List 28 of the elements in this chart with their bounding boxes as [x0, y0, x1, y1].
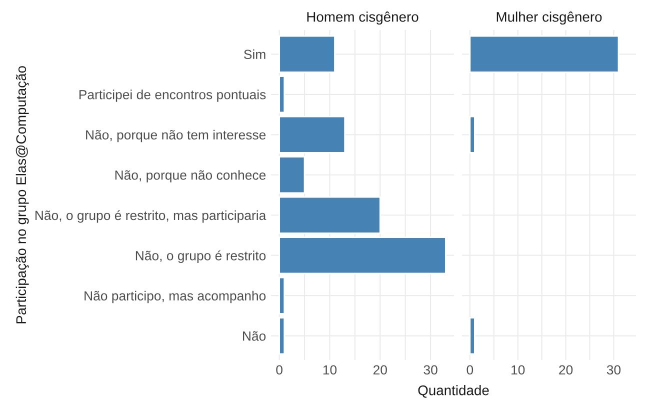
bar — [278, 236, 446, 274]
x-tick-label: 0 — [466, 365, 474, 375]
x-axis-title: Quantidade — [418, 385, 489, 398]
chart-title: Homem cisgênero — [307, 12, 418, 25]
y-tick-label: Não, o grupo é restrito, mas participaria — [36, 210, 266, 223]
y-tick-label: Não, porque não tem interesse — [86, 130, 266, 142]
x-tick-label: 20 — [373, 365, 387, 375]
bar — [278, 76, 286, 114]
x-tick-label: 0 — [276, 365, 282, 375]
bar — [278, 317, 286, 355]
chart-title: Mulher cisgênero — [496, 12, 602, 25]
x-tick-label: 10 — [512, 365, 525, 375]
y-tick-label: Sim — [244, 49, 266, 60]
y-tick-label: Participei de encontros pontuais — [79, 90, 266, 102]
x-tick-label: 10 — [323, 365, 337, 375]
bar — [278, 116, 346, 154]
y-tick-label: Não, o grupo é restrito — [136, 250, 266, 263]
bar — [278, 276, 286, 314]
y-tick-label: Não, porque não conhece — [115, 170, 266, 182]
y-tick-label: Não — [243, 331, 266, 341]
x-tick-label: 30 — [424, 365, 438, 375]
bar — [278, 35, 336, 73]
y-axis-title: Participação no grupo Elas@Computação — [16, 66, 29, 324]
bar — [278, 196, 381, 234]
x-tick-label: 30 — [606, 365, 621, 375]
bar — [278, 156, 306, 194]
x-tick-label: 20 — [559, 365, 573, 375]
y-tick-label: Não participo, mas acompanho — [84, 290, 266, 304]
